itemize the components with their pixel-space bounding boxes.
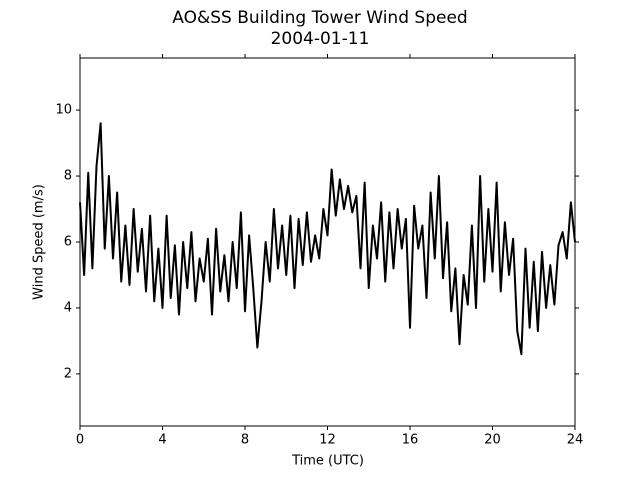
- x-tick-label: 24: [567, 433, 584, 448]
- x-tick-label: 20: [484, 433, 501, 448]
- y-tick-label: 10: [55, 103, 72, 118]
- wind-speed-line: [79, 122, 576, 356]
- y-tick-label: 6: [64, 235, 72, 250]
- y-tick-label: 8: [64, 169, 72, 184]
- chart-title: AO&SS Building Tower Wind Speed: [172, 8, 467, 28]
- chart-subtitle: 2004-01-11: [271, 29, 370, 49]
- x-axis-label: Time (UTC): [291, 454, 364, 469]
- x-tick-label: 12: [319, 433, 336, 448]
- plot-frame: [79, 57, 576, 427]
- x-tick-label: 8: [241, 433, 249, 448]
- y-axis-label: Wind Speed (m/s): [32, 184, 47, 300]
- y-tick-label: 2: [64, 366, 72, 381]
- x-tick-label: 0: [76, 433, 84, 448]
- x-tick-label: 16: [402, 433, 419, 448]
- x-tick-label: 4: [158, 433, 166, 448]
- y-tick-label: 4: [64, 300, 72, 315]
